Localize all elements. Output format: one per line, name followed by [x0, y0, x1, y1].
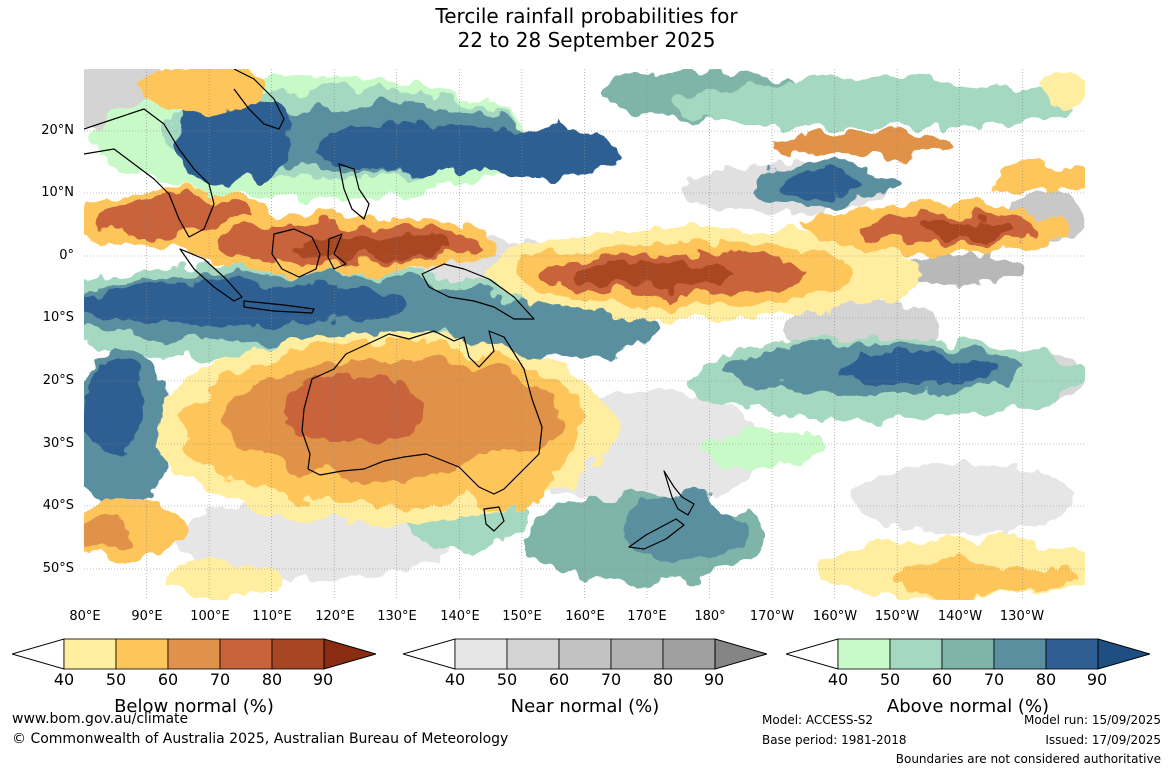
legend-near-normal [403, 638, 767, 670]
legend-near-tick-60: 60 [548, 670, 570, 689]
colorbar-segment [219, 638, 273, 670]
lon-label-160e: 160°E [565, 609, 605, 624]
colorbar-segment [115, 638, 169, 670]
colorbar-segment [837, 638, 891, 670]
lon-label-160w: 160°W [812, 609, 858, 624]
colorbar-segment [662, 638, 716, 670]
lon-label-180: 180° [694, 609, 726, 624]
legend-above-tick-80: 80 [1035, 670, 1057, 689]
legend-below-tick-80: 80 [261, 670, 283, 689]
colorbar-segment [993, 638, 1047, 670]
legend-near-tick-70: 70 [600, 670, 622, 689]
lon-label-90e: 90°E [131, 609, 163, 624]
china-coastline [233, 69, 285, 130]
lon-label-170e: 170°E [627, 609, 667, 624]
australia-coastline [301, 330, 543, 495]
lon-label-130w: 130°W [999, 609, 1045, 624]
lon-label-150e: 150°E [502, 609, 542, 624]
colorbar-segment [271, 638, 325, 670]
lat-label-40s: 40°S [42, 498, 74, 513]
colorbar-segment [1045, 638, 1099, 670]
lon-label-140e: 140°E [440, 609, 480, 624]
base-period: Base period: 1981-2018 [762, 733, 907, 747]
lat-label-0: 0° [59, 248, 74, 263]
lat-label-20n: 20°N [41, 123, 74, 138]
legend-above-tick-60: 60 [931, 670, 953, 689]
boundaries-disclaimer: Boundaries are not considered authoritat… [895, 752, 1161, 766]
lon-label-110e: 110°E [252, 609, 292, 624]
colorbar-low-extension [12, 638, 65, 670]
title-line-2: 22 to 28 September 2025 [457, 28, 716, 52]
legend-below-normal-title: Below normal (%) [114, 696, 274, 717]
colorbar-segment [941, 638, 995, 670]
lon-label-120e: 120°E [315, 609, 355, 624]
below-normal-regions [84, 69, 1085, 599]
colorbar-above-normal [786, 638, 1150, 670]
lon-label-140w: 140°W [937, 609, 983, 624]
colorbar-high-extension [1097, 638, 1150, 670]
legend-above-normal [786, 638, 1150, 670]
legend-above-tick-40: 40 [827, 670, 849, 689]
model-name: Model: ACCESS-S2 [762, 713, 874, 727]
lon-label-150w: 150°W [874, 609, 920, 624]
new-guinea-coastline [421, 263, 535, 320]
lon-label-80e: 80°E [69, 609, 101, 624]
graticule [84, 69, 1085, 600]
colorbar-segment [558, 638, 612, 670]
new-zealand-north [663, 470, 695, 516]
issued-date: Issued: 17/09/2025 [1045, 733, 1161, 747]
colorbar-low-extension [403, 638, 456, 670]
legend-below-tick-40: 40 [53, 670, 75, 689]
legend-near-tick-40: 40 [444, 670, 466, 689]
sumatra-coastline [179, 248, 243, 302]
legend-near-tick-80: 80 [652, 670, 674, 689]
legend-above-tick-50: 50 [879, 670, 901, 689]
new-zealand-south [628, 518, 685, 550]
colorbar-below-normal [12, 638, 376, 670]
philippines-coastline [338, 163, 370, 220]
colorbar-high-extension [323, 638, 376, 670]
colorbar-near-normal [403, 638, 767, 670]
colorbar-segment [610, 638, 664, 670]
legend-below-tick-70: 70 [209, 670, 231, 689]
legend-above-tick-90: 90 [1086, 670, 1108, 689]
legend-above-normal-title: Above normal (%) [886, 696, 1050, 717]
legend-near-tick-90: 90 [703, 670, 725, 689]
java-coastline [243, 300, 315, 314]
legend-near-normal-title: Near normal (%) [510, 696, 660, 717]
colorbar-segment [454, 638, 508, 670]
colorbar-high-extension [714, 638, 767, 670]
legend-near-tick-50: 50 [496, 670, 518, 689]
legend-below-tick-90: 90 [312, 670, 334, 689]
colorbar-segment [889, 638, 943, 670]
colorbar-segment [167, 638, 221, 670]
bom-url-link[interactable]: www.bom.gov.au/climate [12, 711, 189, 727]
copyright-text: © Commonwealth of Australia 2025, Austra… [12, 731, 509, 747]
borneo-coastline [271, 228, 321, 278]
coastlines [84, 69, 695, 550]
colorbar-segment [63, 638, 117, 670]
lat-label-10s: 10°S [42, 310, 74, 325]
legend-below-normal [12, 638, 376, 670]
lon-label-100e: 100°E [190, 609, 230, 624]
legend-above-tick-70: 70 [983, 670, 1005, 689]
lon-label-170w: 170°W [749, 609, 795, 624]
lat-label-20s: 20°S [42, 373, 74, 388]
legend-below-tick-60: 60 [157, 670, 179, 689]
model-run-date: Model run: 15/09/2025 [1023, 713, 1161, 727]
map-title: Tercile rainfall probabilities for 22 to… [0, 4, 1173, 52]
lon-label-130e: 130°E [377, 609, 417, 624]
lat-label-10n: 10°N [41, 185, 74, 200]
legend-below-tick-50: 50 [105, 670, 127, 689]
colorbar-segment [506, 638, 560, 670]
southeast-asia-coastline [84, 108, 215, 238]
tasmania-coastline [483, 506, 505, 532]
rainfall-probability-map [84, 69, 1085, 600]
sulawesi-coastline [327, 233, 347, 270]
title-line-1: Tercile rainfall probabilities for [435, 4, 738, 28]
lat-label-50s: 50°S [42, 561, 74, 576]
lat-label-30s: 30°S [42, 436, 74, 451]
colorbar-low-extension [786, 638, 839, 670]
